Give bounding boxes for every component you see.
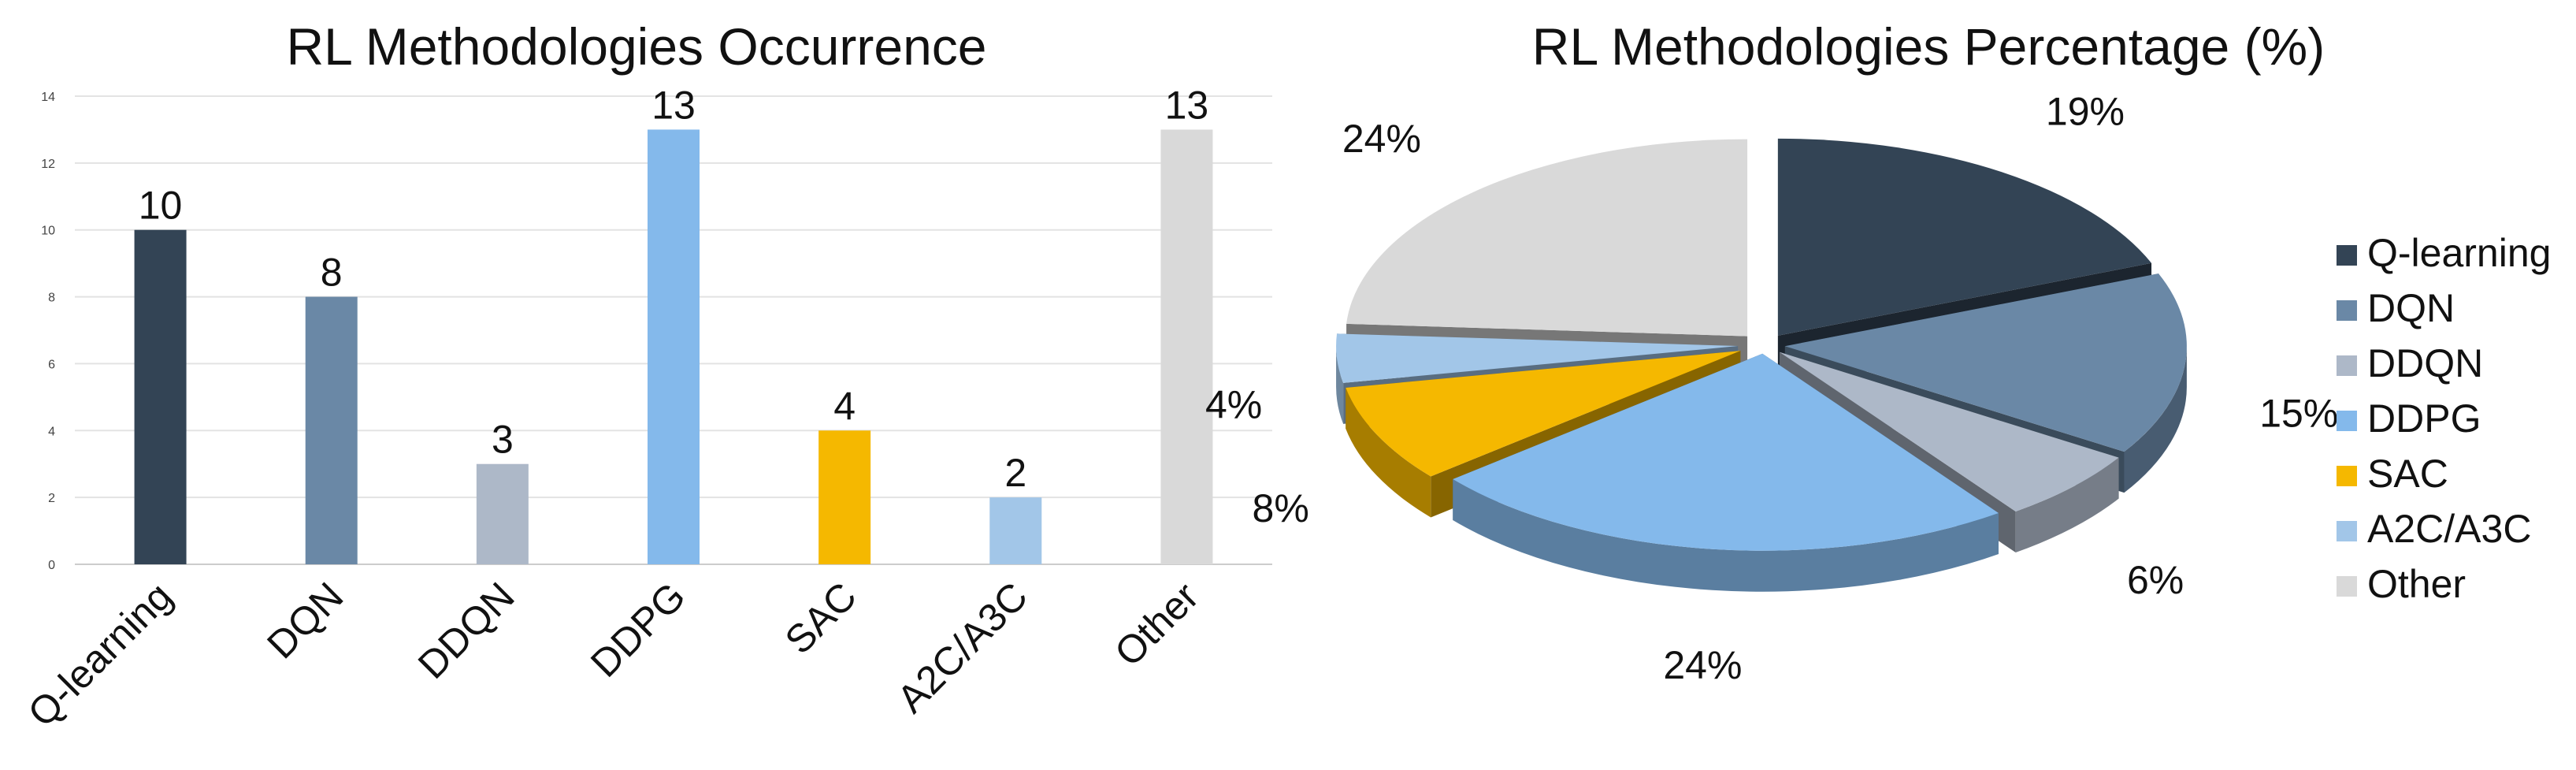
pie-slice-sac	[1346, 351, 1741, 477]
x-tick-label-dqn: DQN	[258, 574, 351, 667]
x-tick-label-ddpg: DDPG	[582, 574, 694, 686]
y-tick-label: 4	[48, 425, 55, 438]
bar-chart-title: RL Methodologies Occurrence	[286, 17, 986, 76]
y-tick-label: 6	[48, 358, 55, 371]
legend-label-q-learning: Q-learning	[2367, 231, 2551, 275]
bar-series	[134, 129, 1213, 564]
pie-percent-label-dqn: 15%	[2259, 392, 2338, 436]
bar-q-learning	[134, 229, 187, 564]
x-tick-label-q-learning: Q-learning	[20, 574, 181, 735]
pie-slice-q-learning	[1777, 138, 2152, 336]
pie-outer-wall-dqn	[2124, 346, 2187, 493]
legend-label-sac: SAC	[2367, 452, 2448, 496]
legend-swatch-dqn	[2337, 300, 2357, 321]
pie-percent-label-other: 24%	[1342, 117, 1421, 161]
bar-value-label-a2c-a3c: 2	[1004, 451, 1026, 495]
legend-label-dqn: DQN	[2367, 286, 2455, 330]
pie-percent-label-a2c-a3c: 4%	[1205, 383, 1262, 427]
pie-outer-wall-ddqn	[2015, 457, 2119, 552]
bar-other	[1160, 129, 1213, 564]
legend-swatch-a2c-a3c	[2337, 521, 2357, 541]
y-tick-label: 2	[48, 492, 55, 505]
legend-label-other: Other	[2367, 562, 2466, 606]
pie-legend: Q-learning DQN DDQN DDPG SAC A2C/A3C Other	[2337, 231, 2551, 606]
pie-percent-label-ddqn: 6%	[2127, 558, 2184, 602]
pie-percent-label-ddpg: 24%	[1663, 643, 1742, 687]
y-tick-label: 0	[48, 559, 55, 572]
legend-label-a2c-a3c: A2C/A3C	[2367, 507, 2531, 551]
bar-value-label-sac: 4	[833, 384, 856, 428]
bar-value-label-ddqn: 3	[492, 418, 514, 462]
y-tick-label: 12	[41, 158, 55, 171]
pie-chart-title: RL Methodologies Percentage (%)	[1532, 17, 2325, 76]
bar-value-label-other: 13	[1165, 83, 1209, 127]
y-tick-label: 8	[48, 292, 55, 305]
legend-swatch-q-learning	[2337, 245, 2357, 266]
pie-slice-a2c-a3c	[1336, 333, 1739, 383]
x-tick-label-a2c-a3c: A2C/A3C	[889, 574, 1036, 721]
legend-swatch-ddqn	[2337, 355, 2357, 376]
pie-slice-ddpg	[1453, 353, 1999, 551]
pie-slice-dqn	[1784, 273, 2187, 452]
legend-swatch-ddpg	[2337, 411, 2357, 431]
legend-label-ddpg: DDPG	[2367, 396, 2481, 441]
bar-ddqn	[476, 463, 529, 564]
pie-slice-ddqn	[1779, 352, 2119, 511]
pie-chart: RL Methodologies Percentage (%) 19% 15% 6%…	[1205, 17, 2551, 687]
x-tick-label-ddqn: DDQN	[410, 574, 523, 687]
bar-x-axis: Q-learning DQN DDQN DDPG SAC A2C/A3C Other	[20, 574, 1208, 735]
pie-percent-label-sac: 8%	[1253, 486, 1309, 530]
pie-outer-wall-sac	[1346, 387, 1431, 518]
bar-value-label-dqn: 8	[321, 251, 343, 295]
bar-dqn	[305, 296, 358, 564]
y-tick-label: 10	[41, 225, 55, 238]
pie-outer-wall-a2c-a3c	[1336, 346, 1344, 424]
pie-percent-label-q-learning: 19%	[2046, 89, 2125, 133]
y-tick-label: 14	[41, 91, 55, 104]
pie-slices	[1336, 138, 2187, 551]
bar-value-label-ddpg: 13	[651, 83, 696, 127]
bar-ddpg	[648, 129, 700, 564]
bar-a2c-a3c	[989, 497, 1042, 564]
legend-swatch-sac	[2337, 466, 2357, 486]
legend-swatch-other	[2337, 576, 2357, 597]
x-tick-label-sac: SAC	[777, 574, 865, 662]
bar-y-axis: 0 2 4 6 8 10 12 14	[41, 91, 55, 572]
bar-sac	[818, 430, 871, 564]
bar-chart: RL Methodologies Occurrence 02468101214 …	[20, 17, 1272, 735]
pie-outer-wall-ddpg	[1453, 479, 1999, 592]
pie-percent-labels: 19% 15% 6% 24% 8% 4% 24%	[1205, 89, 2338, 686]
x-tick-label-other: Other	[1106, 574, 1207, 675]
bar-value-label-q-learning: 10	[139, 184, 183, 228]
legend-label-ddqn: DDQN	[2367, 341, 2483, 385]
pie-slice-other	[1346, 139, 1748, 337]
bar-data-labels: 10 8 3 13 4 2 13	[139, 83, 1208, 495]
